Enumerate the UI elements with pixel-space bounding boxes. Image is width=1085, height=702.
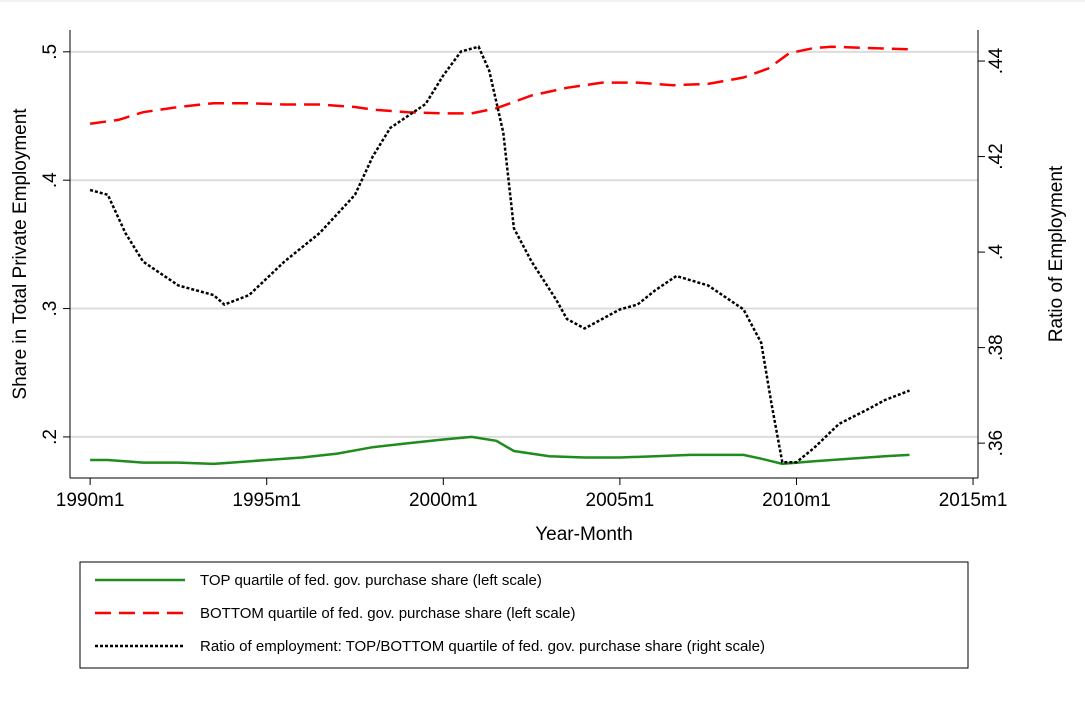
y2-axis-title: Ratio of Employment: [1046, 165, 1067, 342]
legend-label: BOTTOM quartile of fed. gov. purchase sh…: [200, 605, 575, 622]
y-tick-label: .5: [40, 44, 61, 60]
x-tick-label: 1995m1: [232, 490, 301, 511]
y-tick-label: .4: [40, 172, 61, 188]
x-axis-title: Year-Month: [535, 524, 633, 545]
y2-tick-label: .4: [986, 244, 1007, 260]
x-tick-label: 2000m1: [409, 490, 478, 511]
y-tick-label: .2: [40, 429, 61, 445]
x-tick-label: 1990m1: [56, 490, 125, 511]
x-tick-label: 2015m1: [939, 490, 1008, 511]
series-line: [90, 435, 910, 466]
x-tick-label: 2010m1: [762, 490, 831, 511]
y2-tick-label: .42: [986, 143, 1007, 169]
x-tick-label: 2005m1: [586, 490, 655, 511]
legend-box: [79, 561, 969, 669]
y2-tick-label: .36: [986, 430, 1007, 456]
legend-label: TOP quartile of fed. gov. purchase share…: [200, 572, 542, 589]
y2-tick-label: .44: [986, 47, 1007, 74]
series-line: [89, 45, 910, 464]
series-line: [89, 45, 910, 125]
legend-label: Ratio of employment: TOP/BOTTOM quartile…: [200, 638, 765, 655]
y-axis-title: Share in Total Private Employment: [10, 108, 31, 400]
y-tick-label: .3: [40, 301, 61, 317]
y2-tick-label: .38: [986, 334, 1007, 360]
